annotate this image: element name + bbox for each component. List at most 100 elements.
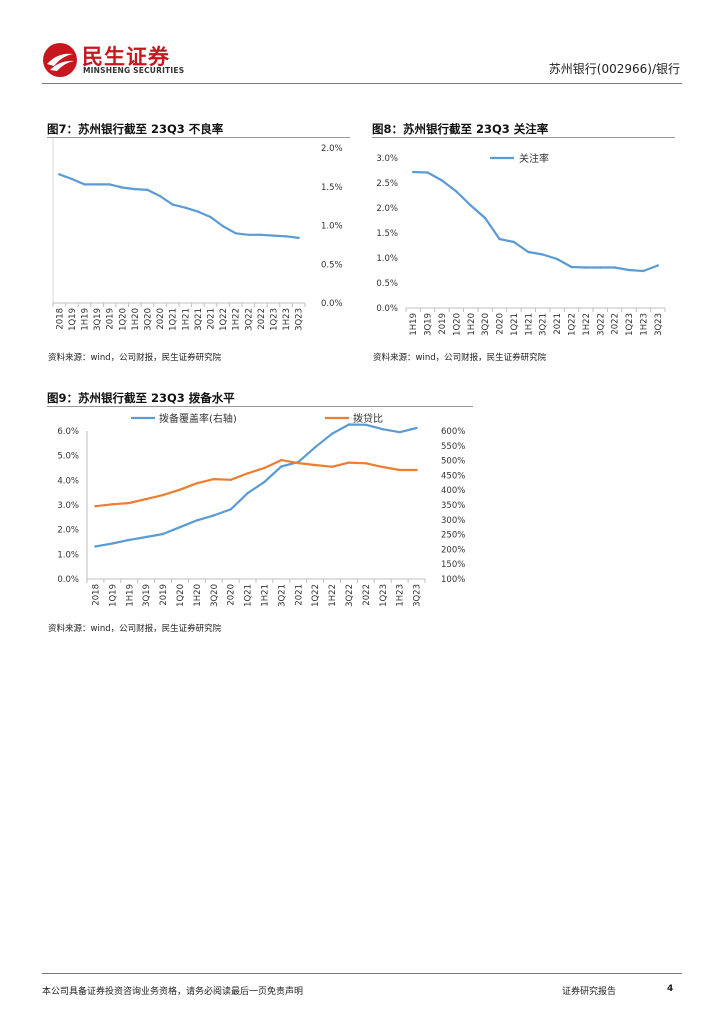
figure-7-chart: 2018 1Q19 1H19 3Q19 2019 1Q20 1H20 3Q20 2020 1Q21… [52, 138, 343, 331]
fig8-x-tick-label: 2021 [553, 313, 563, 335]
fig7-data-point [146, 188, 149, 192]
fig9-coverage-data-point [161, 532, 165, 536]
fig9-coverage-data-point [280, 465, 283, 468]
fig9-loan-ratio-data-point [229, 478, 232, 482]
fig9-loan-ratio-data-point [280, 458, 283, 462]
fig9-left-y-tick-label: 4.0% [57, 476, 79, 486]
fig9-right-y-tick-label: 600% [441, 427, 465, 437]
fig8-data-point [527, 250, 530, 254]
fig7-data-point [209, 215, 212, 219]
fig7-x-tick-label: 2018 [55, 308, 65, 330]
fig9-coverage-data-point [94, 545, 97, 548]
fig7-data-point [272, 234, 275, 237]
fig9-legend-label-loan-ratio: 拨贷比 [353, 412, 383, 425]
figure-8-title: 图8：苏州银行截至 23Q3 关注率 [372, 122, 549, 136]
fig9-left-y-tick-label: 1.0% [57, 550, 79, 560]
fig7-x-tick-label: 1H19 [81, 308, 91, 331]
fig9-right-y-tick-label: 250% [441, 531, 465, 541]
fig8-series-line [413, 170, 659, 273]
fig7-series-line [58, 173, 299, 239]
fig7-x-tick-label: 1H23 [282, 308, 292, 331]
fig7-x-tick-label: 1H21 [181, 308, 191, 331]
figure-8-chart: 1H19 3Q19 2019 1Q20 1H20 3Q20 2020 1Q21 1H21 3Q21… [376, 152, 666, 336]
fig9-coverage-data-point [398, 430, 401, 434]
footer-report-type: 证券研究报告 [562, 987, 617, 997]
fig9-x-tick-label: 1H22 [328, 584, 338, 607]
fig8-data-point [469, 204, 472, 207]
fig7-x-tick-label: 3Q23 [295, 308, 305, 331]
fig9-coverage-data-point [178, 526, 182, 529]
fig9-loan-ratio-data-point [313, 463, 317, 467]
fig8-x-tick-label: 3Q21 [539, 313, 549, 336]
fig7-x-tick-label: 1Q21 [169, 308, 179, 331]
fig9-loan-ratio-data-point [297, 461, 300, 465]
fig8-data-point [627, 268, 631, 272]
fig9-coverage-data-point [144, 535, 148, 539]
fig9-x-tick-label: 1H21 [260, 584, 270, 607]
fig8-x-tick-label: 1H21 [524, 313, 534, 336]
fig9-loan-ratio-data-point [415, 468, 418, 472]
fig9-coverage-data-point [111, 542, 114, 545]
fig7-x-tick-label: 2019 [106, 308, 116, 330]
fig7-data-point [184, 206, 187, 209]
fig7-data-point [95, 183, 99, 186]
fig8-x-tick-label: 3Q20 [481, 313, 491, 336]
fig8-x-tick-label: 1H22 [582, 313, 592, 336]
fig8-y-tick-label: 1.5% [376, 229, 398, 239]
fig7-y-tick-label: 1.5% [321, 183, 343, 193]
fig7-data-point [108, 183, 111, 186]
fig8-x-tick-label: 1Q21 [510, 313, 520, 336]
fig8-legend-label: 关注率 [519, 152, 549, 165]
fig8-x-tick-label: 1Q20 [452, 313, 462, 336]
fig7-x-tick-label: 1H22 [232, 308, 242, 331]
fig9-x-tick-label: 2020 [227, 584, 237, 606]
fig9-coverage-series-line [95, 423, 417, 548]
fig9-loan-ratio-data-point [347, 461, 351, 464]
fig9-x-tick-label: 1H19 [125, 584, 135, 607]
fig9-loan-ratio-data-point [161, 493, 165, 497]
fig7-y-tick-label: 2.0% [321, 144, 343, 154]
fig9-coverage-data-point [313, 446, 317, 449]
fig9-coverage-data-point [330, 432, 334, 435]
fig7-y-tick-label: 1.0% [321, 222, 343, 232]
fig8-x-tick-label: 3Q22 [596, 313, 606, 336]
fig9-coverage-data-point [246, 491, 249, 495]
fig9-coverage-data-point [415, 426, 418, 430]
fig9-coverage-data-point [212, 514, 215, 517]
fig9-x-tick-label: 1Q22 [311, 584, 321, 607]
fig7-x-tick-label: 1Q22 [219, 308, 229, 331]
fig7-data-point [284, 235, 288, 238]
fig7-data-point [234, 232, 237, 235]
fig9-right-y-tick-label: 200% [441, 545, 465, 555]
fig7-data-point [83, 183, 86, 186]
fig9-right-y-tick-label: 400% [441, 486, 465, 496]
figure-9-rule [47, 406, 473, 407]
fig9-right-y-tick-label: 500% [441, 457, 465, 467]
fig9-loan-ratio-data-point [94, 505, 97, 508]
fig9-x-tick-label: 1Q23 [379, 584, 389, 607]
fig9-coverage-data-point [364, 423, 368, 426]
fig7-data-point [58, 173, 61, 176]
fig8-data-point [555, 257, 559, 261]
fig9-loan-ratio-data-point [330, 465, 334, 468]
footer-divider [42, 973, 682, 974]
fig9-right-y-tick-label: 550% [441, 442, 465, 452]
fig7-data-point [133, 187, 137, 191]
fig7-y-tick-label: 0.0% [321, 299, 343, 309]
fig8-x-tick-label: 1H23 [639, 313, 649, 336]
fig9-coverage-data-point [263, 480, 266, 484]
fig8-data-point [570, 265, 573, 269]
fig7-data-point [158, 194, 162, 198]
fig7-data-point [70, 177, 74, 181]
fig9-x-tick-label: 3Q23 [413, 584, 423, 607]
fig8-y-tick-label: 0.0% [376, 304, 398, 314]
fig7-x-tick-label: 3Q21 [194, 308, 204, 331]
fig9-x-tick-label: 2019 [159, 584, 169, 606]
fig7-x-tick-label: 2020 [156, 308, 166, 330]
fig8-data-point [599, 266, 602, 269]
fig8-data-point [440, 179, 444, 182]
fig7-x-tick-label: 3Q19 [93, 308, 103, 331]
fig8-y-tick-label: 2.0% [376, 204, 398, 214]
fig9-left-y-tick-label: 3.0% [57, 501, 79, 511]
fig7-data-point [259, 233, 263, 236]
